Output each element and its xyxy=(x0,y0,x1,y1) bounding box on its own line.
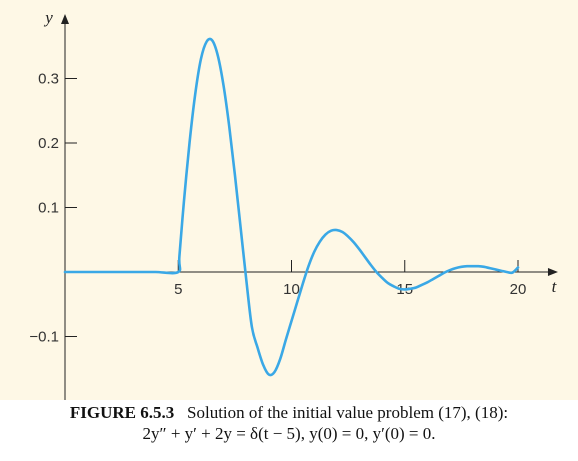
y-axis-arrow xyxy=(61,14,69,24)
y-tick-label: 0.3 xyxy=(38,71,59,88)
solution-curve xyxy=(63,37,520,377)
plot-area: ty5 10 15 200.30.20.1−0.1 xyxy=(29,8,558,400)
x-tick-label: 5 xyxy=(174,281,182,298)
caption-label: FIGURE 6.5.3 xyxy=(69,403,175,422)
y-tick-label: 0.2 xyxy=(38,135,59,152)
y-axis-label: y xyxy=(43,8,53,27)
plot-panel: t y 5 10 15 20 0.3 0.2 0.1 −0.1 xyxy=(0,0,578,400)
x-tick-label: 10 xyxy=(283,281,300,298)
figure-caption: FIGURE 6.5.3 Solution of the initial val… xyxy=(0,402,578,444)
x-tick-label: 20 xyxy=(510,281,527,298)
y-tick-label: 0.1 xyxy=(38,200,59,217)
caption-text: Solution of the initial value problem (1… xyxy=(187,403,509,422)
x-axis-arrow xyxy=(547,268,558,276)
y-tick-label: −0.1 xyxy=(29,329,59,346)
caption-equation: 2y″ + y′ + 2y = δ(t − 5), y(0) = 0, y′(0… xyxy=(142,424,436,443)
x-axis-label: t xyxy=(552,277,558,296)
caption-line-1: FIGURE 6.5.3 Solution of the initial val… xyxy=(0,402,578,423)
